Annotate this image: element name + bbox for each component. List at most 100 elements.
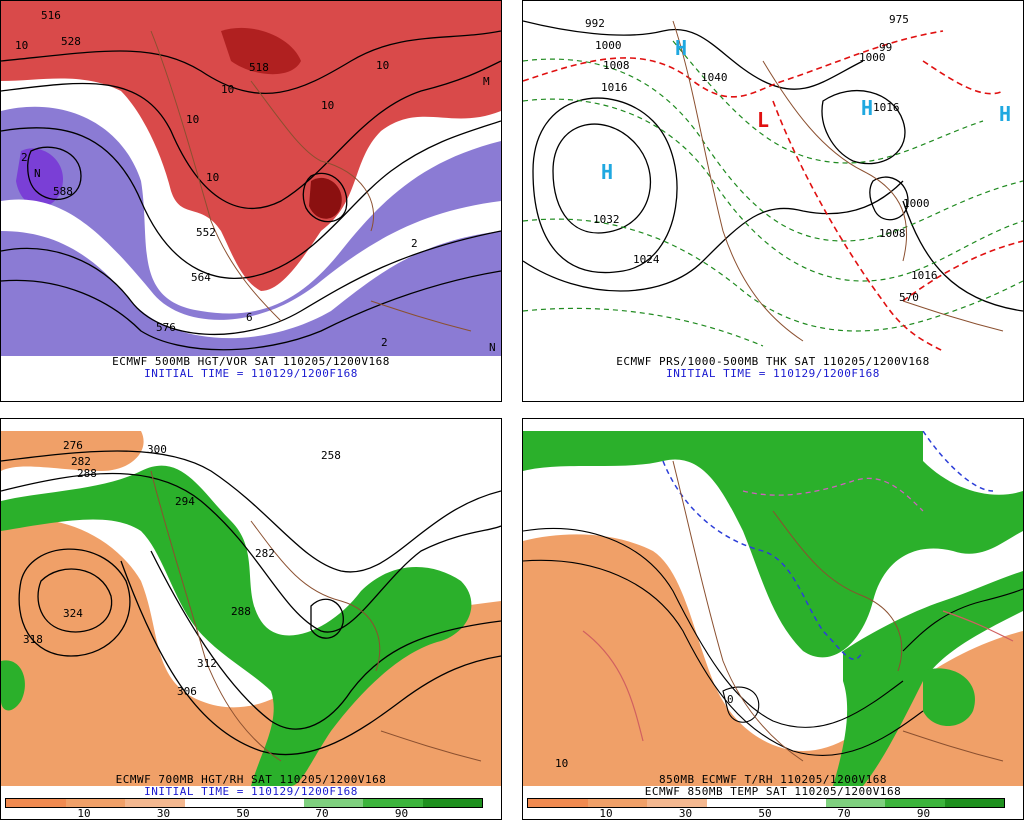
colorbar-swatch	[65, 799, 125, 807]
map-labels: 516 528 10 518 10 10 10 10 10 588 552 56…	[15, 9, 496, 354]
colorbar-swatch	[885, 799, 945, 807]
svg-text:570: 570	[899, 291, 919, 304]
height-labels: 276 282 288 300 294 258 282 288 324 318 …	[23, 439, 341, 698]
rh-moist-area-3	[923, 668, 975, 726]
high-pressure-label: H	[601, 160, 613, 184]
panel-700mb-hgt-rh: 276 282 288 300 294 258 282 288 324 318 …	[0, 418, 502, 820]
temperature-contours	[523, 528, 1023, 756]
svg-text:10: 10	[555, 757, 568, 770]
svg-text:2: 2	[381, 336, 388, 349]
svg-text:10: 10	[186, 113, 199, 126]
svg-text:564: 564	[191, 271, 211, 284]
colorbar-tick: 50	[236, 807, 250, 820]
svg-text:10: 10	[206, 171, 219, 184]
magenta-isotherm	[742, 477, 924, 512]
vort-positive-core-2	[221, 27, 301, 75]
high-pressure-label: H	[675, 36, 687, 60]
svg-text:294: 294	[175, 495, 195, 508]
svg-text:1008: 1008	[879, 227, 906, 240]
warm-isotherm	[582, 610, 1014, 742]
svg-text:318: 318	[23, 633, 43, 646]
svg-text:288: 288	[231, 605, 251, 618]
svg-text:516: 516	[41, 9, 61, 22]
colorbar-swatch	[125, 799, 185, 807]
svg-text:576: 576	[156, 321, 176, 334]
temperature-labels: 0 10	[555, 693, 734, 770]
colorbar-swatch	[587, 799, 647, 807]
map-pressure-thickness: 992 1000 1008 1016 1040 1032 1024 1016 1…	[523, 1, 1023, 356]
colorbar-tick: 10	[599, 807, 613, 820]
svg-text:300: 300	[147, 443, 167, 456]
colorbar-swatch	[184, 799, 244, 807]
svg-text:276: 276	[63, 439, 83, 452]
height-contours	[1, 450, 501, 756]
svg-text:99: 99	[879, 41, 892, 54]
colorbar-tick: 30	[156, 807, 171, 820]
panel-500mb-hgt-vor: 516 528 10 518 10 10 10 10 10 588 552 56…	[0, 0, 502, 402]
svg-text:1016: 1016	[873, 101, 900, 114]
svg-text:N: N	[34, 167, 41, 180]
coastlines	[150, 30, 472, 332]
rh-moist-area	[523, 431, 1023, 658]
vort-neutral-band	[1, 199, 501, 339]
svg-text:10: 10	[15, 39, 28, 52]
svg-text:528: 528	[61, 35, 81, 48]
colorbar-tick: 50	[758, 807, 772, 820]
svg-text:1024: 1024	[633, 253, 660, 266]
colorbar-swatch	[363, 799, 423, 807]
panel-3-initial-time: INITIAL TIME = 110129/1200F168	[144, 785, 358, 798]
panel-4-caption-2: ECMWF 850MB TEMP SAT 110205/1200V168	[644, 785, 902, 798]
svg-text:1016: 1016	[911, 269, 938, 282]
svg-text:10: 10	[321, 99, 334, 112]
svg-text:0: 0	[727, 693, 734, 706]
svg-text:1040: 1040	[701, 71, 728, 84]
svg-text:282: 282	[71, 455, 91, 468]
thickness-contours	[523, 40, 1023, 347]
map-850mb-temp-humidity: 0 10	[523, 431, 1023, 786]
high-pressure-label: H	[999, 102, 1011, 126]
coastlines	[150, 470, 482, 762]
colorbar-tick: 30	[678, 807, 693, 820]
panel-2-caption: ECMWF PRS/1000-500MB THK SAT 110205/1200…	[616, 355, 930, 368]
colorbar-swatch	[244, 799, 304, 807]
svg-text:588: 588	[53, 185, 73, 198]
svg-text:10: 10	[221, 83, 234, 96]
svg-text:288: 288	[77, 467, 97, 480]
colorbar-swatch	[825, 799, 885, 807]
svg-text:975: 975	[889, 13, 909, 26]
isobars	[523, 20, 1023, 312]
height-contours	[1, 30, 501, 351]
colorbar-swatch	[766, 799, 826, 807]
colorbar-swatch	[944, 799, 1004, 807]
svg-text:1000: 1000	[859, 51, 886, 64]
panel-850mb-temp-rh: 0 10 850MB ECMWF T/RH 110205/1200V168 EC…	[522, 418, 1024, 820]
colorbar-swatch	[528, 799, 588, 807]
svg-text:10: 10	[376, 59, 389, 72]
svg-text:552: 552	[196, 226, 216, 239]
panel-2-initial-time: INITIAL TIME = 110129/1200F168	[666, 367, 880, 380]
panel-1-initial-time: INITIAL TIME = 110129/1200F168	[144, 367, 358, 380]
svg-text:2: 2	[411, 237, 418, 250]
colorbar-swatch	[647, 799, 707, 807]
panel-1-caption: ECMWF 500MB HGT/VOR SAT 110205/1200V168	[112, 355, 390, 368]
svg-text:312: 312	[197, 657, 217, 670]
panel-3-caption: ECMWF 700MB HGT/RH SAT 110205/1200V168	[115, 773, 387, 786]
coastlines	[672, 20, 1004, 342]
vort-positive-core	[309, 177, 342, 219]
rh-moist-area-2	[1, 660, 25, 711]
svg-text:992: 992	[585, 17, 605, 30]
high-pressure-label: H	[861, 96, 873, 120]
colorbar-tick: 70	[837, 807, 851, 820]
svg-text:282: 282	[255, 547, 275, 560]
rh-moist-area	[1, 465, 472, 786]
svg-text:6: 6	[246, 311, 253, 324]
map-700mb-humidity: 276 282 288 300 294 258 282 288 324 318 …	[1, 431, 501, 786]
svg-text:324: 324	[63, 607, 83, 620]
pressure-centers: H H H H L	[601, 36, 1011, 184]
svg-text:M: M	[483, 75, 490, 88]
colorbar-swatch	[303, 799, 363, 807]
rh-colorbar	[5, 798, 483, 808]
svg-text:258: 258	[321, 449, 341, 462]
svg-text:N: N	[489, 341, 496, 354]
panel-4-caption: 850MB ECMWF T/RH 110205/1200V168	[659, 773, 887, 786]
